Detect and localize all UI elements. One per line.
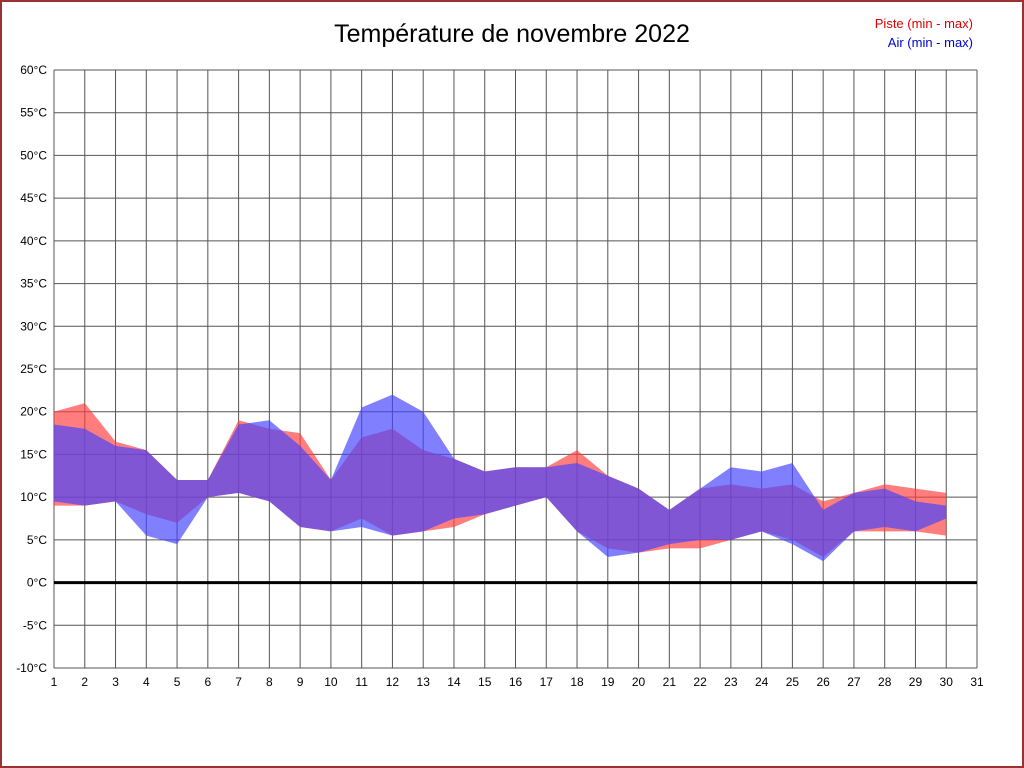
y-axis-tick-label: 40°C [20,234,47,248]
y-axis-tick-label: 45°C [20,191,47,205]
y-axis-tick-label: -5°C [23,618,47,632]
band-air [54,394,947,562]
x-axis-tick-label: 14 [447,675,461,689]
y-axis-tick-label: 15°C [20,447,47,461]
x-axis-tick-label: 7 [235,675,242,689]
x-axis-tick-label: 4 [143,675,150,689]
x-axis-tick-label: 27 [847,675,861,689]
legend: Piste (min - max) Air (min - max) [875,14,973,52]
x-axis-tick-label: 25 [786,675,800,689]
x-axis-tick-label: 23 [724,675,738,689]
y-axis-tick-label: 0°C [27,576,47,590]
y-axis-tick-label: 10°C [20,490,47,504]
y-axis-tick-label: 25°C [20,362,47,376]
y-axis-tick-label: 20°C [20,405,47,419]
x-axis-tick-label: 1 [51,675,58,689]
x-axis-tick-label: 3 [112,675,119,689]
x-axis-tick-label: 9 [297,675,304,689]
x-axis-tick-label: 5 [174,675,181,689]
x-axis-tick-label: 24 [755,675,769,689]
x-axis-tick-label: 28 [878,675,892,689]
x-axis-tick-label: 21 [663,675,677,689]
x-axis-tick-label: 16 [509,675,523,689]
y-axis-tick-label: 50°C [20,148,47,162]
x-axis-tick-label: 30 [940,675,954,689]
x-axis-tick-label: 12 [386,675,400,689]
x-axis-tick-label: 2 [81,675,88,689]
y-axis-tick-label: 55°C [20,106,47,120]
x-axis-tick-label: 19 [601,675,615,689]
y-axis-tick-label: 35°C [20,277,47,291]
x-axis-tick-label: 20 [632,675,646,689]
legend-item-air: Air (min - max) [887,35,973,50]
y-axis-tick-label: 5°C [27,533,47,547]
x-axis-tick-label: 29 [909,675,923,689]
x-axis-tick-label: 15 [478,675,492,689]
x-axis-tick-label: 31 [970,675,984,689]
y-axis-tick-label: 30°C [20,319,47,333]
x-axis-tick-label: 6 [204,675,211,689]
chart-title: Température de novembre 2022 [334,20,690,48]
x-axis-tick-label: 10 [324,675,338,689]
y-axis-tick-label: 60°C [20,63,47,77]
x-axis-tick-label: 13 [417,675,431,689]
x-axis-tick-label: 22 [693,675,707,689]
y-axis-tick-label: -10°C [16,661,47,675]
x-axis-tick-label: 26 [816,675,830,689]
x-axis-tick-label: 11 [355,675,368,689]
x-axis-tick-label: 17 [540,675,554,689]
x-axis-tick-label: 8 [266,675,273,689]
x-axis-tick-label: 18 [570,675,584,689]
legend-item-piste: Piste (min - max) [874,16,973,31]
